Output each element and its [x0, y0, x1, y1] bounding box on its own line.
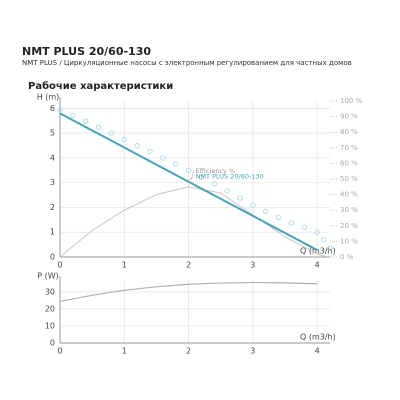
data-point	[263, 208, 269, 214]
x-tick-label: 2	[186, 347, 191, 356]
subtitle: NMT PLUS / Циркуляционные насосы с элект…	[22, 59, 352, 67]
y-tick-label: 6	[50, 104, 55, 113]
y-tick-label: 1	[50, 228, 55, 237]
y2-tick-label: 30 %	[340, 206, 358, 214]
y-tick-label: 30	[45, 287, 55, 296]
x-axis-label: Q (m3/h)	[300, 333, 336, 342]
data-point	[185, 167, 192, 174]
data-point	[108, 130, 115, 136]
data-point	[288, 220, 295, 226]
section-heading: Рабочие характеристики	[28, 80, 173, 92]
y2-tick-label: 90 %	[340, 113, 358, 121]
x-axis-label: Q (m3/h)	[300, 247, 336, 256]
x-tick-label: 0	[57, 347, 62, 356]
y2-tick-label: 40 %	[340, 191, 358, 199]
data-point	[95, 124, 102, 130]
data-point	[327, 245, 333, 252]
data-point	[147, 148, 153, 155]
y2-tick-label: 20 %	[340, 222, 358, 230]
data-point	[224, 188, 230, 194]
y-tick-label: 4	[50, 153, 55, 162]
y2-tick-label: 10 %	[340, 237, 358, 245]
x-tick-label: 4	[315, 347, 320, 356]
y-tick-label: 10	[45, 321, 55, 330]
x-tick-label: 2	[186, 261, 191, 270]
data-point	[121, 136, 127, 143]
x-tick-label: 3	[250, 347, 255, 356]
data-point	[173, 161, 179, 167]
data-point	[70, 112, 76, 119]
data-line	[59, 281, 318, 302]
data-point	[198, 174, 205, 180]
x-tick-label: 0	[57, 261, 62, 270]
data-point	[160, 155, 166, 161]
data-point	[314, 229, 320, 235]
data-point	[250, 202, 256, 208]
x-tick-label: 4	[315, 261, 320, 270]
data-point	[275, 214, 282, 221]
data-point	[320, 236, 327, 243]
y-axis-label: P (W)	[37, 272, 59, 281]
annotation: NMT PLUS 20/60-130	[196, 173, 264, 181]
y2-tick-label: 80 %	[340, 128, 358, 136]
data-point	[211, 181, 217, 187]
data-point	[301, 224, 307, 230]
y2-tick-label: 100 %	[340, 97, 363, 105]
y2-tick-label: 70 %	[340, 144, 358, 152]
y-tick-label: 3	[50, 178, 55, 187]
x-tick-label: 1	[122, 261, 127, 270]
data-point	[57, 106, 63, 113]
annotation-leader	[189, 170, 194, 185]
annotation-leader	[189, 176, 194, 180]
y-tick-label: 5	[50, 129, 55, 138]
y2-tick-label: 0 %	[340, 253, 354, 261]
annotation: Efficiency %	[196, 167, 236, 175]
y-axis-label: H (m)	[37, 93, 60, 102]
data-point	[134, 142, 140, 149]
y-tick-label: 0	[50, 339, 55, 348]
data-point	[237, 195, 243, 201]
data-line	[59, 112, 318, 251]
x-tick-label: 1	[122, 347, 127, 356]
title: NMT PLUS 20/60-130	[22, 45, 151, 58]
y2-tick-label: 50 %	[340, 175, 358, 183]
y-tick-label: 20	[45, 304, 55, 313]
y2-tick-label: 60 %	[340, 159, 358, 167]
data-point	[83, 118, 89, 125]
y-tick-label: 2	[50, 203, 55, 212]
y-tick-label: 0	[50, 253, 55, 262]
x-tick-label: 3	[250, 261, 255, 270]
